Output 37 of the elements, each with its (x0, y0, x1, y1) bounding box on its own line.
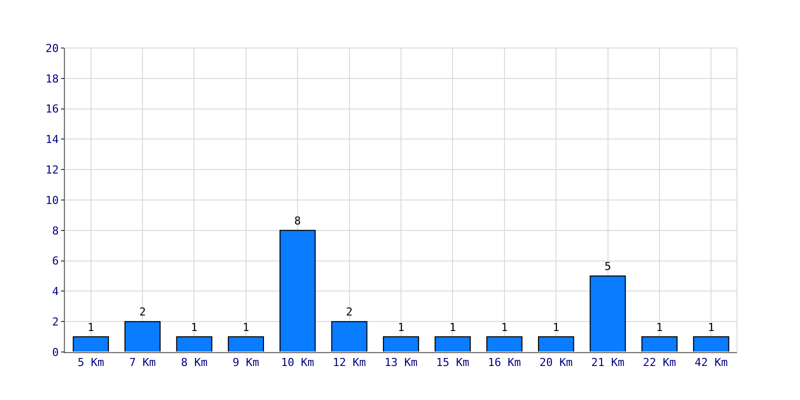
x-tick-label: 21 Km (591, 356, 625, 370)
x-tick-label: 42 Km (694, 356, 728, 370)
y-tick-label: 16 (46, 102, 59, 116)
data-label: 2 (346, 306, 353, 319)
x-tick-label: 22 Km (642, 356, 676, 370)
x-tick-label: 10 Km (281, 356, 315, 370)
x-tick-label: 12 Km (332, 356, 366, 370)
y-tick-label: 6 (52, 254, 59, 268)
y-tick-label: 4 (52, 285, 60, 298)
data-label: 1 (449, 320, 456, 334)
y-tick-label: 20 (46, 42, 59, 55)
data-label: 1 (501, 320, 508, 334)
data-label: 1 (190, 320, 198, 334)
y-tick-label: 2 (52, 315, 59, 328)
data-label: 1 (552, 320, 560, 334)
x-tick-label: 9 Km (232, 356, 260, 370)
data-label: 1 (708, 320, 714, 334)
data-label: 8 (294, 214, 301, 228)
data-label: 1 (656, 320, 663, 334)
data-label: 1 (242, 320, 250, 334)
x-tick-label: 13 Km (384, 356, 418, 370)
y-tick-label: 12 (46, 163, 59, 176)
x-tick-label: 8 Km (180, 356, 208, 370)
y-tick-label: 0 (52, 346, 59, 359)
x-tick-label: 7 Km (129, 356, 156, 370)
x-tick-label: 20 Km (540, 356, 574, 370)
y-tick-label: 10 (46, 194, 59, 207)
data-label: 2 (139, 306, 146, 319)
data-label: 1 (88, 320, 94, 334)
x-tick-label: 5 Km (78, 356, 104, 370)
data-label: 5 (604, 260, 612, 273)
y-tick-label: 18 (46, 72, 59, 86)
x-tick-label: 16 Km (488, 356, 522, 370)
y-tick-label: 8 (52, 224, 59, 238)
y-tick-label: 14 (46, 133, 60, 146)
x-tick-label: 15 Km (436, 356, 470, 370)
data-label: 1 (398, 320, 404, 334)
